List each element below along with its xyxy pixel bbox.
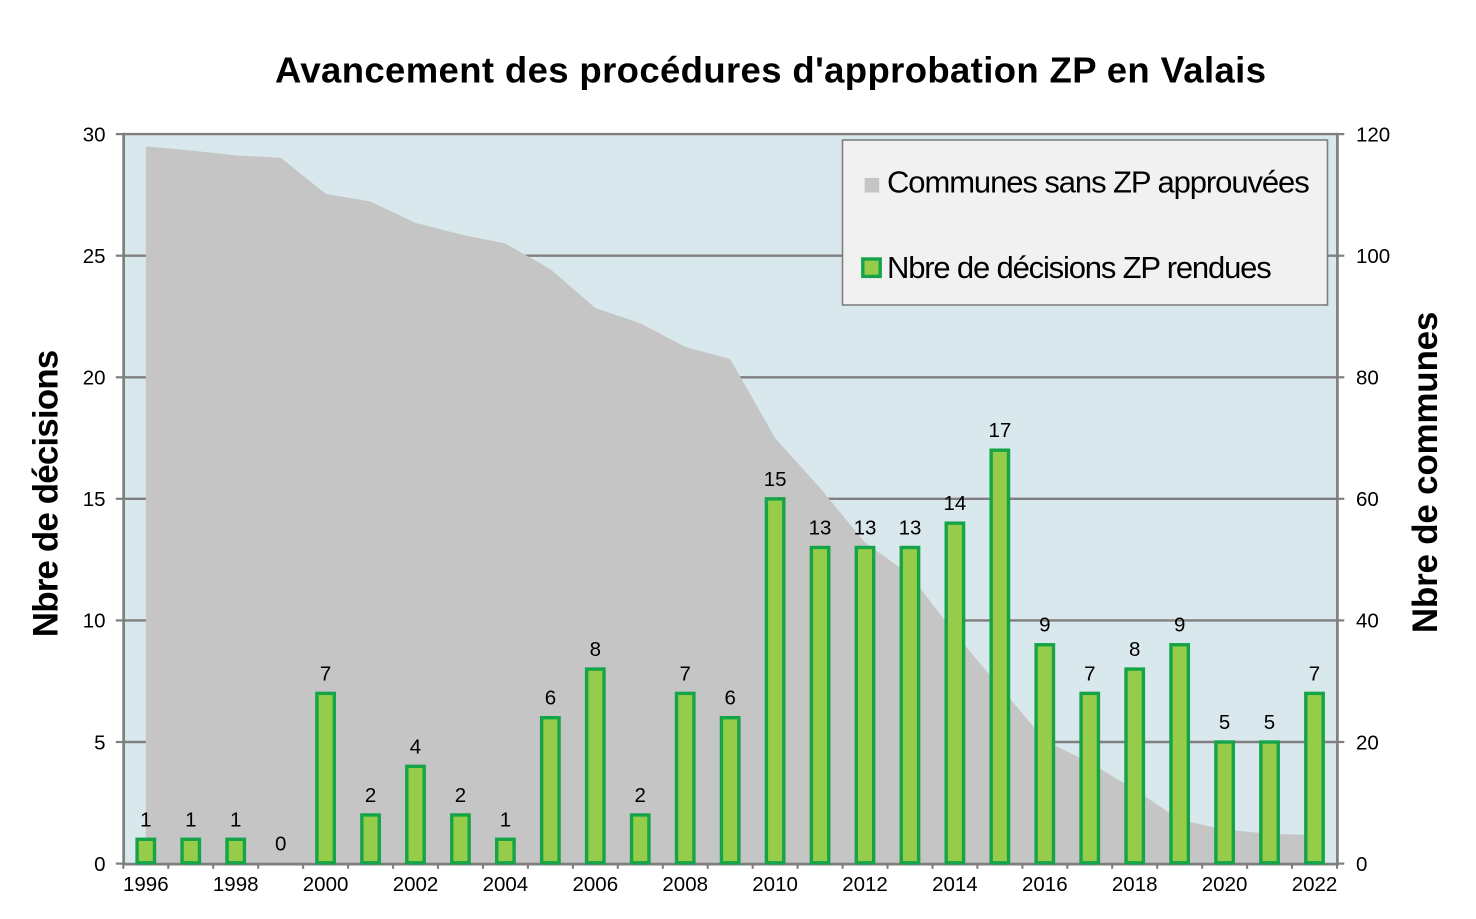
- svg-text:1: 1: [500, 808, 511, 831]
- svg-text:2: 2: [365, 784, 376, 807]
- svg-text:7: 7: [1309, 662, 1320, 685]
- svg-text:2018: 2018: [1112, 873, 1158, 896]
- svg-text:100: 100: [1356, 245, 1390, 268]
- svg-text:13: 13: [809, 517, 832, 540]
- svg-text:40: 40: [1356, 610, 1379, 633]
- svg-text:13: 13: [899, 517, 922, 540]
- svg-text:8: 8: [1129, 638, 1140, 661]
- svg-text:20: 20: [83, 367, 106, 390]
- svg-text:7: 7: [320, 662, 331, 685]
- svg-text:Nbre de décisions: Nbre de décisions: [27, 350, 66, 637]
- svg-text:9: 9: [1174, 614, 1185, 637]
- svg-text:6: 6: [724, 687, 735, 710]
- svg-text:9: 9: [1039, 614, 1050, 637]
- svg-text:80: 80: [1356, 367, 1379, 390]
- svg-text:8: 8: [590, 638, 601, 661]
- svg-text:7: 7: [679, 662, 690, 685]
- svg-text:5: 5: [94, 731, 105, 754]
- svg-text:6: 6: [545, 687, 556, 710]
- svg-text:Nbre de communes: Nbre de communes: [1406, 312, 1445, 634]
- svg-text:25: 25: [83, 245, 106, 268]
- svg-text:2006: 2006: [572, 873, 618, 896]
- svg-text:Communes sans ZP approuvées: Communes sans ZP approuvées: [887, 165, 1310, 200]
- svg-text:0: 0: [275, 833, 286, 856]
- svg-text:2020: 2020: [1202, 873, 1248, 896]
- svg-text:2022: 2022: [1292, 873, 1338, 896]
- svg-text:0: 0: [94, 853, 105, 876]
- svg-text:Avancement des procédures d'ap: Avancement des procédures d'approbation …: [275, 50, 1266, 91]
- svg-text:2016: 2016: [1022, 873, 1068, 896]
- svg-text:2: 2: [455, 784, 466, 807]
- svg-text:5: 5: [1264, 711, 1275, 734]
- svg-text:5: 5: [1219, 711, 1230, 734]
- svg-text:2002: 2002: [393, 873, 439, 896]
- svg-text:2012: 2012: [842, 873, 888, 896]
- svg-text:Nbre de décisions ZP rendues: Nbre de décisions ZP rendues: [887, 250, 1272, 285]
- svg-text:1: 1: [185, 808, 196, 831]
- svg-text:10: 10: [83, 610, 106, 633]
- svg-text:1998: 1998: [213, 873, 259, 896]
- svg-text:30: 30: [83, 123, 106, 146]
- svg-text:2: 2: [634, 784, 645, 807]
- svg-text:1996: 1996: [123, 873, 169, 896]
- svg-text:2010: 2010: [752, 873, 798, 896]
- svg-text:7: 7: [1084, 662, 1095, 685]
- svg-text:60: 60: [1356, 488, 1379, 511]
- svg-text:4: 4: [410, 735, 421, 758]
- svg-text:2004: 2004: [483, 873, 529, 896]
- svg-text:120: 120: [1356, 123, 1390, 146]
- svg-text:20: 20: [1356, 731, 1379, 754]
- svg-text:2008: 2008: [662, 873, 708, 896]
- svg-text:15: 15: [83, 488, 106, 511]
- svg-text:2000: 2000: [303, 873, 349, 896]
- svg-text:13: 13: [854, 517, 877, 540]
- svg-text:2014: 2014: [932, 873, 978, 896]
- svg-text:0: 0: [1356, 853, 1367, 876]
- svg-text:15: 15: [764, 468, 787, 491]
- svg-text:1: 1: [140, 808, 151, 831]
- svg-text:17: 17: [988, 419, 1011, 442]
- svg-text:1: 1: [230, 808, 241, 831]
- svg-text:14: 14: [943, 492, 966, 515]
